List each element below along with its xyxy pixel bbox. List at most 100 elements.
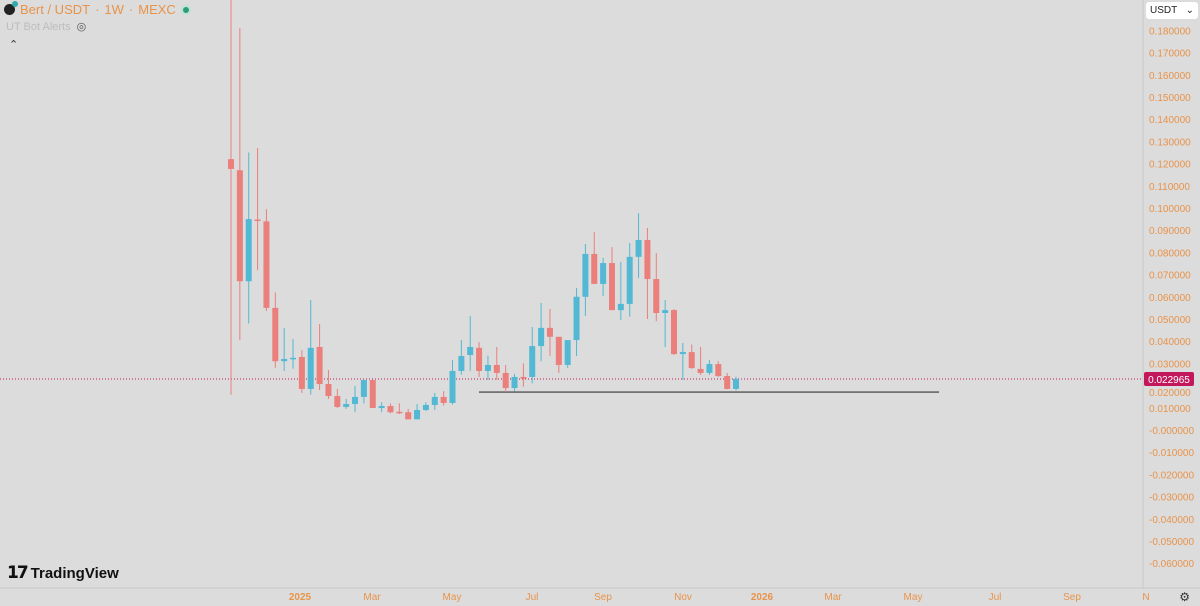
candle-body[interactable] (573, 296, 580, 341)
price-tick-label: 0.160000 (1149, 71, 1191, 82)
candle-body[interactable] (263, 221, 270, 308)
price-tick-label: 0.170000 (1149, 49, 1191, 60)
candle-body[interactable] (272, 307, 279, 362)
candle-body[interactable] (582, 253, 589, 297)
price-tick-label: 0.040000 (1149, 337, 1191, 348)
symbol-name[interactable]: Bert / USDT (20, 2, 91, 17)
symbol-header[interactable]: Bert / USDT · 1W · MEXC (4, 1, 191, 17)
candle-body[interactable] (493, 364, 500, 373)
candle-body[interactable] (653, 279, 660, 314)
current-price-label: 0.022965 (1148, 375, 1190, 386)
price-tick-label: -0.010000 (1149, 448, 1194, 459)
candle-body[interactable] (697, 368, 704, 373)
indicator-legend[interactable]: UT Bot Alerts ◎ (6, 20, 87, 34)
candle-body[interactable] (369, 380, 376, 409)
candle-body[interactable] (378, 406, 385, 409)
candle-body[interactable] (343, 404, 350, 407)
candle-body[interactable] (254, 219, 261, 222)
candle-body[interactable] (431, 396, 438, 405)
candle-body[interactable] (396, 411, 403, 414)
candle-body[interactable] (671, 310, 677, 355)
candle-body[interactable] (440, 396, 447, 403)
candle-body[interactable] (458, 356, 465, 371)
candle-body[interactable] (325, 384, 332, 397)
candle-body[interactable] (290, 357, 297, 360)
market-open-status-icon (180, 4, 191, 15)
price-tick-label: -0.040000 (1149, 515, 1194, 526)
price-tick-label: 0.180000 (1149, 26, 1191, 37)
chevron-down-icon: ⌄ (1185, 5, 1194, 16)
price-tick-label: 0.110000 (1149, 182, 1190, 193)
candle-body[interactable] (307, 347, 314, 389)
candle-body[interactable] (600, 263, 607, 284)
price-tick-label: -0.030000 (1149, 493, 1194, 504)
candle-body[interactable] (228, 159, 234, 169)
candle-body[interactable] (662, 310, 669, 314)
time-tick-label: N (1142, 592, 1149, 603)
candle-body[interactable] (352, 396, 359, 405)
candle-body[interactable] (387, 406, 394, 413)
candle-body[interactable] (715, 364, 722, 377)
time-tick-label: Jul (526, 592, 539, 603)
candle-body[interactable] (281, 358, 288, 362)
currency-selector[interactable]: USDT ⌄ (1146, 2, 1198, 19)
candle-body[interactable] (635, 239, 642, 257)
price-tick-label: -0.000000 (1149, 426, 1194, 437)
candle-body[interactable] (644, 239, 651, 280)
candle-body[interactable] (546, 327, 553, 337)
candle-body[interactable] (529, 346, 536, 377)
time-tick-label: Nov (674, 592, 692, 603)
candle-body[interactable] (414, 410, 421, 420)
candle-body[interactable] (724, 376, 731, 389)
candle-body[interactable] (245, 219, 252, 282)
candle-body[interactable] (564, 340, 571, 365)
eye-hidden-icon[interactable]: ◎ (76, 21, 87, 33)
candle-body[interactable] (422, 404, 429, 411)
price-tick-label: -0.050000 (1149, 537, 1194, 548)
candle-body[interactable] (236, 170, 243, 282)
candle-body[interactable] (476, 347, 483, 371)
candle-body[interactable] (608, 263, 615, 311)
candle-body[interactable] (467, 346, 474, 355)
tradingview-logo-icon: 𝟭𝟳 (7, 563, 29, 582)
candle-body[interactable] (538, 327, 545, 347)
time-tick-label: Mar (363, 592, 381, 603)
time-tick-label: May (904, 592, 923, 603)
candle-body[interactable] (679, 352, 686, 355)
candle-body[interactable] (520, 376, 527, 379)
price-tick-label: -0.060000 (1149, 559, 1194, 570)
price-tick-label: 0.020000 (1149, 388, 1191, 399)
tradingview-logo[interactable]: 𝟭𝟳 TradingView (7, 563, 119, 583)
candle-body[interactable] (688, 352, 695, 369)
price-tick-label: 0.150000 (1149, 93, 1191, 104)
price-tick-label: 0.130000 (1149, 137, 1191, 148)
collapse-legend-chevron-up-icon[interactable]: ⌃ (9, 39, 19, 51)
candle-body[interactable] (626, 256, 633, 304)
interval-label[interactable]: 1W (104, 2, 124, 17)
price-tick-label: 0.140000 (1149, 115, 1191, 126)
candle-body[interactable] (555, 336, 562, 365)
settings-gear-icon[interactable]: ⚙ (1179, 590, 1190, 604)
candle-body[interactable] (617, 303, 624, 311)
candle-body[interactable] (591, 253, 598, 284)
candle-body[interactable] (405, 412, 412, 420)
price-tick-label: -0.020000 (1149, 470, 1194, 481)
indicator-name[interactable]: UT Bot Alerts (6, 20, 71, 33)
candle-body[interactable] (706, 364, 713, 373)
candle-body[interactable] (511, 376, 518, 389)
candle-body[interactable] (360, 380, 367, 397)
tradingview-wordmark: TradingView (30, 564, 119, 582)
separator: · (128, 2, 134, 17)
bert-coin-icon (4, 1, 18, 15)
candle-body[interactable] (334, 396, 341, 407)
candle-body[interactable] (316, 346, 323, 385)
price-tick-label: 0.120000 (1149, 160, 1191, 171)
candle-body[interactable] (733, 379, 740, 389)
price-tick-label: 0.030000 (1149, 359, 1191, 370)
candle-body[interactable] (298, 356, 305, 389)
candle-body[interactable] (449, 370, 456, 403)
candle-body[interactable] (502, 372, 509, 389)
candle-body[interactable] (484, 364, 491, 371)
separator: · (95, 2, 100, 17)
